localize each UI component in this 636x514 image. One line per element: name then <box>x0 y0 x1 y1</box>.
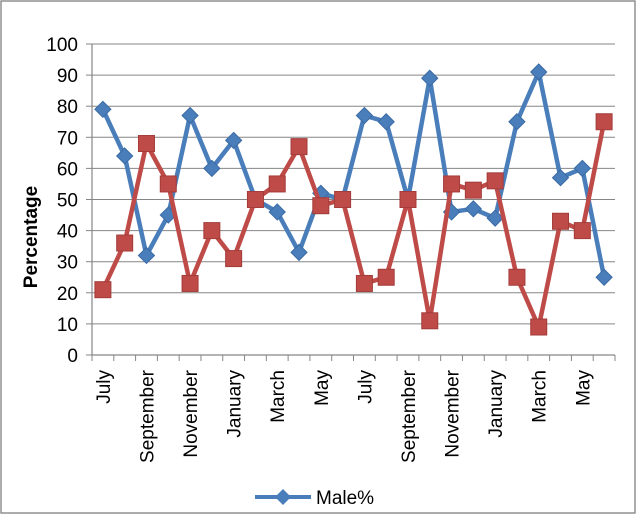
y-tick-labels: 0 10 20 30 40 50 60 70 80 90 100 <box>46 35 78 367</box>
data-point <box>137 246 156 265</box>
axes <box>91 44 616 361</box>
data-point <box>552 212 570 230</box>
data-point <box>159 175 177 193</box>
y-tick-label: 60 <box>57 159 78 180</box>
y-tick-label: 80 <box>57 97 78 118</box>
x-tick-label: November <box>181 369 202 457</box>
y-tick-label: 30 <box>57 253 78 274</box>
x-tick-label: July <box>94 370 115 404</box>
data-point <box>486 172 504 190</box>
x-tick-label: January <box>486 370 507 438</box>
data-point <box>530 318 548 336</box>
y-tick-label: 50 <box>57 191 78 212</box>
legend-marker-male <box>275 489 291 505</box>
data-point <box>573 159 592 178</box>
x-tick-label: May <box>573 370 594 406</box>
data-point <box>290 138 308 156</box>
data-point <box>530 63 548 81</box>
data-point <box>355 106 374 125</box>
data-point <box>94 281 112 299</box>
data-point <box>115 147 134 165</box>
y-tick-label: 10 <box>57 315 78 336</box>
x-tick-label: November <box>443 369 464 457</box>
data-point <box>224 131 243 150</box>
data-point <box>377 268 395 286</box>
data-point <box>268 203 286 221</box>
y-tick-label: 100 <box>46 35 78 56</box>
y-tick-label: 40 <box>57 222 78 243</box>
data-point <box>181 106 199 125</box>
data-point <box>312 197 330 215</box>
x-tick-label: September <box>399 369 420 463</box>
data-point <box>508 113 526 131</box>
data-point <box>116 234 134 252</box>
data-point <box>225 250 243 268</box>
data-point <box>181 274 199 292</box>
data-point <box>508 268 526 286</box>
series-line <box>100 69 607 278</box>
y-tick-label: 20 <box>57 284 78 305</box>
gridlines <box>86 43 615 356</box>
x-tick-label: March <box>530 370 551 423</box>
y-axis-label: Percentage <box>21 186 42 288</box>
y-tick-label: 0 <box>67 346 78 367</box>
data-point <box>268 175 286 193</box>
data-point <box>486 209 504 227</box>
data-point <box>203 159 221 178</box>
x-tick-label: May <box>312 370 333 406</box>
y-tick-label: 70 <box>57 128 78 149</box>
data-point <box>246 191 264 208</box>
x-tick-labels: July September November January March May July… <box>94 369 594 463</box>
legend-label-male: Male% <box>316 488 374 509</box>
x-tick-label: January <box>225 370 246 438</box>
data-point <box>421 69 439 87</box>
data-point <box>595 268 613 286</box>
data-point <box>443 175 461 193</box>
x-tick-label: March <box>268 370 289 423</box>
data-point <box>399 191 417 208</box>
y-tick-label: 90 <box>57 66 78 87</box>
series <box>94 63 613 336</box>
data-point <box>137 135 155 153</box>
data-point <box>464 200 483 218</box>
data-point <box>334 191 352 208</box>
x-tick-label: September <box>137 369 158 463</box>
data-point <box>421 312 439 330</box>
data-point <box>551 169 570 187</box>
data-point <box>464 181 482 199</box>
legend: Male% <box>255 488 374 509</box>
x-tick-label: July <box>355 370 376 404</box>
data-point <box>355 274 373 292</box>
data-point <box>377 113 395 131</box>
data-point <box>290 243 308 262</box>
data-point <box>595 113 613 131</box>
data-point <box>94 100 112 119</box>
data-point <box>203 222 221 240</box>
series-1 <box>94 113 613 336</box>
data-point <box>573 222 591 240</box>
